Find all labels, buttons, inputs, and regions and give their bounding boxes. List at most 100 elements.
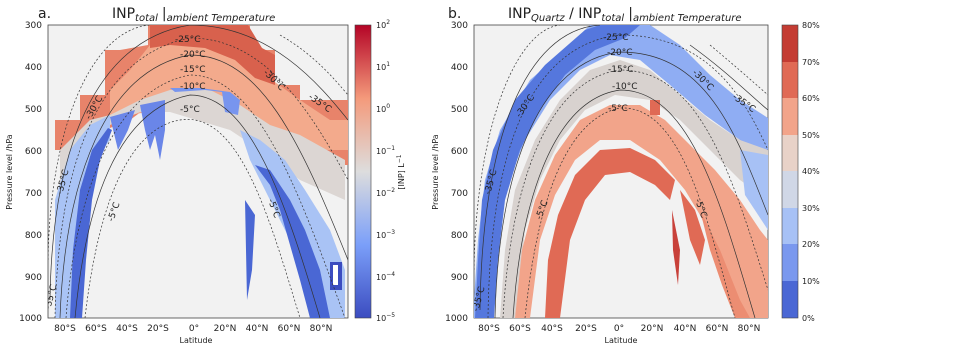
panel-a-xtick-60n: 60°N [278, 324, 301, 334]
panel-a-cbar-tick-1e-1: 10−1 [376, 145, 395, 156]
panel-a-isotherm-label-m25: -25°C [175, 35, 200, 45]
panel-b-cbar-bin-50-60 [782, 98, 798, 135]
panel-b-cbar-tick-70: 70% [802, 58, 820, 67]
panel-a-xtick-60s: 60°S [85, 324, 107, 334]
panel-a-xtick-20n: 20°N [214, 324, 237, 334]
panel-b-cbar-tick-40: 40% [802, 167, 820, 176]
panel-a-ytick-900: 900 [25, 273, 42, 283]
panel-b-colorbar [781, 24, 799, 319]
panel-a-xtick-80n: 80°N [310, 324, 333, 334]
panel-a-label: a. [38, 6, 51, 22]
panel-a-ytick-300: 300 [25, 21, 42, 31]
panel-a-isotherm-label-m20: -20°C [180, 50, 205, 60]
panel-b-cbar-bin-40-50 [782, 135, 798, 171]
panel-a-blue-left-deep [70, 128, 112, 318]
panel-b-xtick-20s: 20°S [575, 324, 597, 334]
panel-b-blue-right-strip [740, 150, 768, 230]
panel-a-cbar-tick-1e-3: 10−3 [376, 229, 395, 240]
panel-b-cbar-bin-20-30 [782, 208, 798, 244]
panel-a-xtick-40s: 40°S [116, 324, 138, 334]
panel-a: a. INPtotal |ambient Temperature [5, 6, 406, 345]
panel-b-isotherm-m30 [479, 25, 768, 311]
panel-b-cbar-tick-50: 50% [802, 131, 820, 140]
panel-b-isotherm-lines [474, 25, 768, 318]
panel-b-title: INPQuartz / INPtotal |ambient Temperature [508, 6, 742, 24]
panel-b-colorbar-ticks: 80% 70% 60% 50% 40% 30% 20% 10% 0% [802, 21, 820, 323]
panel-b-ytick-900: 900 [451, 273, 468, 283]
panel-a-colorbar-ticks: 102 101 100 10−1 10−2 10−3 10−4 10−5 [376, 19, 395, 323]
panel-a-cbar-tick-1e0: 100 [376, 103, 390, 114]
panel-b-ytick-1000: 1000 [445, 314, 468, 324]
panel-b-ylabel: Pressure level /hPa [431, 134, 440, 210]
panel-b-cbar-bin-10-20 [782, 244, 798, 281]
panel-a-ytick-700: 700 [25, 189, 42, 199]
panel-a-xtick-20s: 20°S [147, 324, 169, 334]
panel-a-x-axis: 80°S 60°S 40°S 20°S 0° 20°N 40°N 60°N 80… [54, 324, 332, 334]
panel-a-isotherm-label-m5: -5°C [180, 105, 200, 115]
panel-a-ytick-1000: 1000 [19, 314, 42, 324]
panel-a-xlabel: Latitude [180, 336, 213, 345]
panel-b-x-axis: 80°S 60°S 40°S 20°S 0° 20°N 40°N 60°N 80… [478, 324, 760, 334]
panel-b-isotherm-m35 [474, 25, 768, 271]
panel-b-ytick-800: 800 [451, 231, 468, 241]
panel-b-cbar-bin-30-40 [782, 171, 798, 208]
panel-b-isotherm-label-m20: -20°C [607, 48, 632, 58]
panel-b-cbar-tick-20: 20% [802, 240, 820, 249]
panel-a-blue-right-white-gap [333, 265, 338, 285]
panel-b-cbar-bin-0-10 [782, 281, 798, 318]
panel-b-isotherm-m15 [502, 69, 768, 318]
panel-b-cbar-tick-60: 60% [802, 94, 820, 103]
panel-b-xlabel: Latitude [605, 336, 638, 345]
panel-a-blue-top [170, 88, 240, 115]
panel-a-isotherm-m25 [54, 37, 348, 318]
panel-b-xtick-0: 0° [614, 324, 624, 334]
panel-b-cbar-frame [781, 24, 799, 319]
panel-a-top-red [150, 25, 275, 85]
panel-b-xtick-20n: 20°N [641, 324, 664, 334]
panel-a-xtick-80s: 80°S [54, 324, 76, 334]
panel-b-cbar-tick-10: 10% [802, 277, 820, 286]
panel-b-xtick-40s: 40°S [541, 324, 563, 334]
panel-a-title: INPtotal |ambient Temperature [112, 6, 275, 24]
panel-b-field: -25°C -20°C -15°C -10°C -5°C -30°C -30°C… [474, 25, 768, 318]
panel-b-cbar-bin-70-80 [782, 25, 798, 62]
panel-a-ytick-500: 500 [25, 105, 42, 115]
panel-b-y-axis: 300 400 500 600 700 800 900 1000 [445, 21, 468, 324]
panel-a-isotherm-m20 [59, 54, 348, 318]
panel-b-ytick-700: 700 [451, 189, 468, 199]
panel-b-label: b. [448, 6, 461, 22]
panel-b-warm-left [515, 105, 768, 318]
panel-a-isotherm-label-m10: -10°C [180, 82, 205, 92]
panel-a-cbar-tick-1e2: 102 [376, 19, 390, 30]
panel-a-isotherm-m35 [48, 25, 348, 261]
panel-a-ytick-600: 600 [25, 147, 42, 157]
panel-b-isotherm-label-m15: -15°C [608, 65, 633, 75]
panel-a-isotherm-m5 [84, 119, 301, 318]
panel-b-isotherm-m20 [494, 51, 768, 318]
panel-a-neutral-band [60, 90, 345, 200]
panel-b-isotherm-label-m10: -10°C [612, 82, 637, 92]
panel-a-isotherm-m15 [65, 74, 346, 318]
panel-a-ytick-800: 800 [25, 231, 42, 241]
panel-b-warm-strong [545, 100, 705, 318]
panel-a-isotherm-lines [48, 25, 348, 318]
panel-a-isotherm-m30 [49, 25, 348, 301]
panel-b-xtick-80s: 80°S [478, 324, 500, 334]
panel-b-neutral [500, 60, 768, 318]
panel-b-xtick-80n: 80°N [738, 324, 761, 334]
panel-b-isotherm-label-m5: -5°C [608, 104, 628, 114]
panel-a-cbar-tick-1e-4: 10−4 [376, 271, 395, 282]
panel-b-blue-deep [475, 25, 640, 318]
panel-a-cbar-tick-1e1: 101 [376, 61, 390, 72]
panel-b-ytick-400: 400 [451, 63, 468, 73]
panel-b-cbar-bin-60-70 [782, 62, 798, 98]
panel-a-xtick-0: 0° [189, 324, 199, 334]
panel-b-isotherm-label-m25: -25°C [603, 33, 628, 43]
panel-b-ytick-600: 600 [451, 147, 468, 157]
panel-a-isotherm-label-m15: -15°C [180, 65, 205, 75]
panel-a-colorbar [354, 24, 372, 319]
panel-b-cbar-tick-0: 0% [802, 314, 815, 323]
panel-a-ylabel: Pressure level /hPa [5, 134, 14, 210]
panel-a-field: -25°C -20°C -15°C -10°C -5°C -30°C -30°C… [48, 25, 348, 318]
panel-b-red-spike [672, 210, 680, 285]
